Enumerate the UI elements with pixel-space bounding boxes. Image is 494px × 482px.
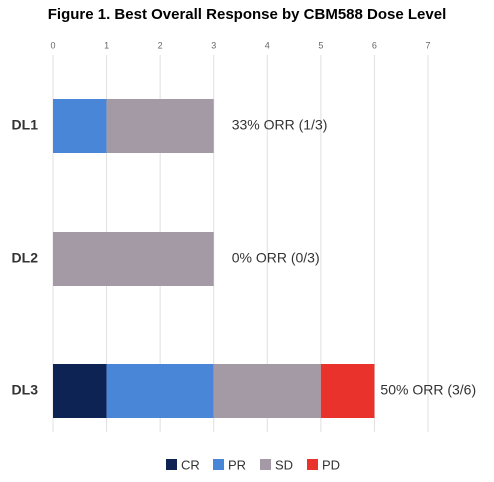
legend-label: PR — [228, 457, 246, 472]
x-tick-label: 6 — [372, 40, 377, 50]
legend-label: SD — [275, 457, 293, 472]
x-tick-label: 0 — [50, 40, 55, 50]
legend-swatch — [166, 459, 177, 470]
annotation: 50% ORR (3/6) — [380, 382, 476, 398]
x-tick-label: 3 — [211, 40, 216, 50]
bar-segment — [53, 232, 214, 286]
x-tick-label: 5 — [318, 40, 323, 50]
annotation: 33% ORR (1/3) — [232, 117, 328, 133]
annotation: 0% ORR (0/3) — [232, 250, 320, 266]
bar-segment — [213, 364, 321, 418]
bar-segment — [53, 99, 107, 153]
legend-label: CR — [181, 457, 200, 472]
bar-segment — [53, 364, 107, 418]
category-label: DL2 — [12, 250, 39, 266]
x-tick-label: 2 — [158, 40, 163, 50]
legend-swatch — [260, 459, 271, 470]
x-tick-label: 4 — [265, 40, 270, 50]
bar-segment — [320, 364, 375, 418]
legend-swatch — [213, 459, 224, 470]
bar-segment — [106, 99, 214, 153]
category-label: DL3 — [12, 382, 39, 398]
x-tick-label: 7 — [425, 40, 430, 50]
category-label: DL1 — [12, 117, 39, 133]
x-tick-label: 1 — [104, 40, 109, 50]
legend-label: PD — [322, 457, 340, 472]
legend-swatch — [307, 459, 318, 470]
bar-segment — [106, 364, 214, 418]
chart-title: Figure 1. Best Overall Response by CBM58… — [48, 6, 446, 23]
